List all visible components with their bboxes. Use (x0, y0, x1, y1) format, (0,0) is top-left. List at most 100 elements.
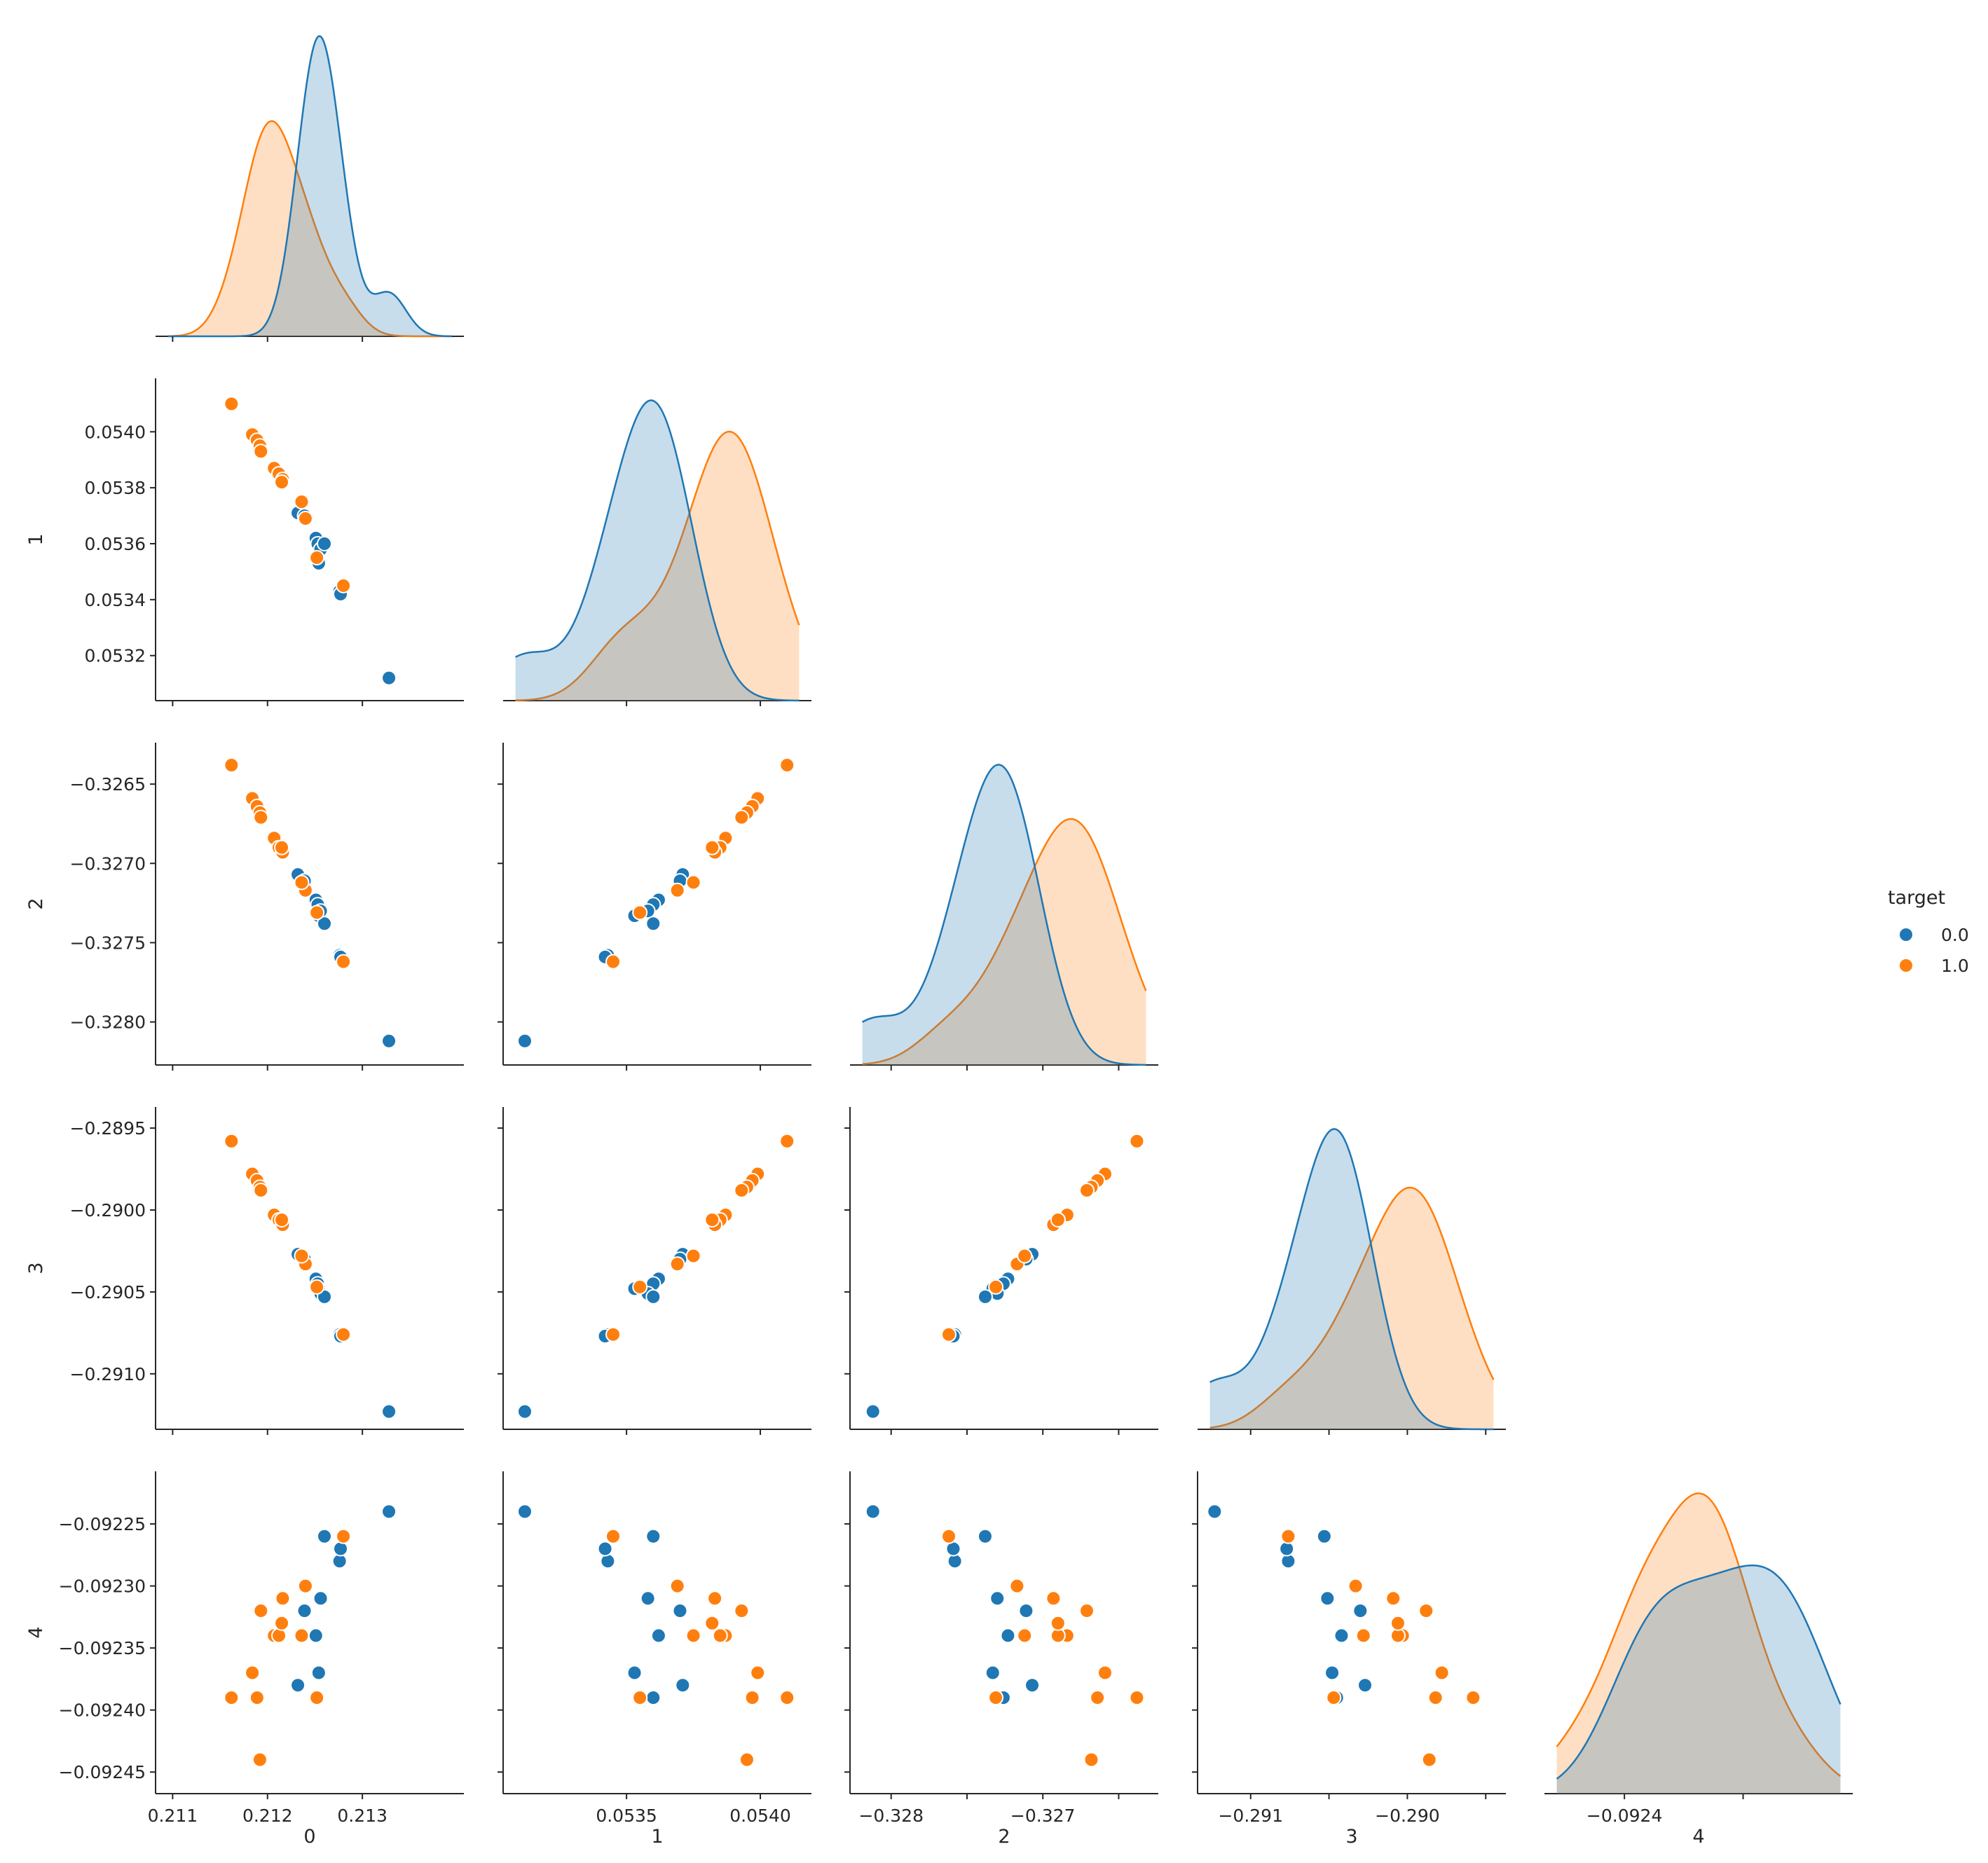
scatter-point-1.0-0 (1129, 1133, 1145, 1149)
scatter-point-1.0-10 (1280, 1528, 1296, 1544)
kde-fill-0.0 (515, 400, 800, 701)
scatter-point-1.0-9 (309, 1689, 325, 1705)
y-tick-label: −0.2895 (70, 1118, 146, 1139)
y-tick-label: −0.3280 (70, 1012, 146, 1033)
scatter-point-1.0-3 (1421, 1752, 1437, 1768)
scatter-point-1.0-0 (224, 396, 240, 412)
legend-label-1.0: 1.0 (1941, 956, 1969, 976)
y-tick-label: −0.09235 (59, 1638, 146, 1658)
panel-3-2 (844, 1107, 1158, 1435)
scatter-point-1.0-0 (779, 1133, 795, 1149)
scatter-point-1.0-3 (252, 1752, 268, 1768)
scatter-point-1.0-8 (1009, 1578, 1025, 1594)
scatter-point-1.0-9 (632, 1689, 648, 1705)
scatter-point-1.0-10 (336, 577, 352, 593)
panel-1-1 (503, 399, 811, 706)
x-tick-label: −0.327 (1010, 1806, 1076, 1826)
scatter-point-0.0-5 (1324, 1665, 1341, 1681)
scatter-point-1.0-3 (1083, 1752, 1099, 1768)
x-tick-label: −0.291 (1218, 1806, 1283, 1826)
scatter-point-0.0-1 (1024, 1677, 1041, 1693)
scatter-point-1.0-1 (750, 1665, 766, 1681)
x-tick-label: 0.212 (242, 1806, 293, 1826)
scatter-point-0.0-2 (672, 1603, 688, 1619)
scatter-point-1.0-10 (336, 1528, 352, 1544)
scatter-point-0.0-7 (316, 535, 332, 551)
kde-fill-0.0 (1209, 1129, 1494, 1429)
scatter-point-1.0-8 (1348, 1578, 1364, 1594)
kde-line-1.0 (167, 120, 452, 338)
y-tick-label: −0.09245 (59, 1762, 146, 1782)
scatter-point-1.0-12 (1050, 1615, 1066, 1631)
scatter-point-1.0-11 (294, 1248, 310, 1264)
scatter-point-1.0-10 (940, 1326, 957, 1342)
scatter-point-0.0-9 (597, 1541, 613, 1557)
scatter-point-0.0-9 (333, 1541, 348, 1557)
scatter-point-1.0-9 (988, 1279, 1004, 1295)
x-axis-label-3: 3 (1345, 1826, 1357, 1848)
kde-fill-1.0 (1209, 1188, 1494, 1429)
scatter-point-1.0-9 (632, 1279, 648, 1295)
scatter-point-1.0-8 (669, 882, 685, 898)
scatter-point-1.0-11 (1017, 1628, 1033, 1644)
y-tick-label: −0.09240 (59, 1700, 146, 1721)
y-axis-label-3: 3 (25, 1262, 47, 1274)
y-tick-label: 0.0532 (85, 646, 146, 666)
scatter-point-1.0-12 (274, 1615, 290, 1631)
scatter-point-1.0-11 (1355, 1628, 1371, 1644)
pairplot-panels: 0.05320.05340.05360.05380.0540−0.3280−0.… (25, 35, 1853, 1848)
scatter-point-1.0-4 (1078, 1603, 1095, 1619)
kde-fill-1.0 (1556, 1493, 1841, 1794)
kde-fill-0.0 (862, 764, 1146, 1065)
panel-2-2 (850, 764, 1158, 1071)
scatter-point-1.0-10 (336, 1326, 352, 1342)
scatter-point-0.0-0 (516, 1033, 533, 1049)
y-tick-label: −0.09225 (59, 1514, 146, 1534)
scatter-point-1.0-4 (734, 1603, 750, 1619)
scatter-point-1.0-6 (271, 1628, 287, 1644)
scatter-point-0.0-8 (600, 1553, 616, 1569)
kde-line-0.0 (861, 764, 1146, 1066)
kde-line-1.0 (862, 818, 1147, 1065)
scatter-point-1.0-12 (1390, 1615, 1406, 1631)
scatter-point-1.0-10 (605, 1528, 621, 1544)
y-tick-label: −0.3275 (70, 933, 146, 953)
legend-marker-1.0 (1898, 958, 1914, 973)
scatter-point-1.0-7 (1046, 1590, 1062, 1607)
y-tick-label: 0.0534 (85, 590, 146, 610)
x-tick-label: −0.290 (1375, 1806, 1440, 1826)
scatter-point-0.0-5 (310, 1665, 327, 1681)
scatter-point-0.0-2 (296, 1603, 313, 1619)
kde-line-1.0 (1556, 1492, 1842, 1778)
scatter-point-1.0-7 (275, 1590, 291, 1607)
scatter-point-1.0-0 (1129, 1689, 1145, 1705)
scatter-point-1.0-12 (274, 474, 290, 490)
scatter-point-0.0-1 (290, 1677, 306, 1693)
scatter-point-0.0-5 (626, 1665, 643, 1681)
panel-0-0 (156, 35, 464, 342)
scatter-point-0.0-0 (516, 1504, 533, 1520)
scatter-point-0.0-6 (989, 1590, 1006, 1607)
kde-fill-1.0 (515, 432, 800, 701)
scatter-point-1.0-4 (253, 1182, 269, 1198)
panel-4-3: −0.291 −0.290 (1192, 1471, 1506, 1826)
kde-line-0.0 (1556, 1564, 1842, 1780)
y-tick-label: 0.0536 (85, 534, 146, 554)
scatter-point-1.0-11 (294, 874, 310, 891)
scatter-point-1.0-10 (336, 954, 352, 970)
scatter-point-0.0-7 (645, 1288, 661, 1305)
scatter-point-1.0-9 (309, 549, 325, 565)
panel-2-1 (498, 743, 811, 1071)
scatter-point-1.0-2 (744, 1689, 760, 1705)
scatter-point-0.0-7 (316, 1528, 332, 1544)
scatter-point-1.0-1 (1434, 1665, 1450, 1681)
scatter-point-1.0-0 (224, 1133, 240, 1149)
panel-3-0: −0.2910 −0.2905 −0.2900 −0.2895 (70, 1107, 464, 1435)
kde-line-1.0 (1209, 1186, 1495, 1429)
legend-title: target (1888, 887, 1945, 909)
scatter-point-0.0-7 (1316, 1528, 1332, 1544)
scatter-point-0.0-7 (316, 916, 332, 932)
scatter-point-1.0-4 (1078, 1182, 1095, 1198)
y-tick-label: −0.3270 (70, 853, 146, 874)
kde-line-0.0 (167, 35, 452, 338)
